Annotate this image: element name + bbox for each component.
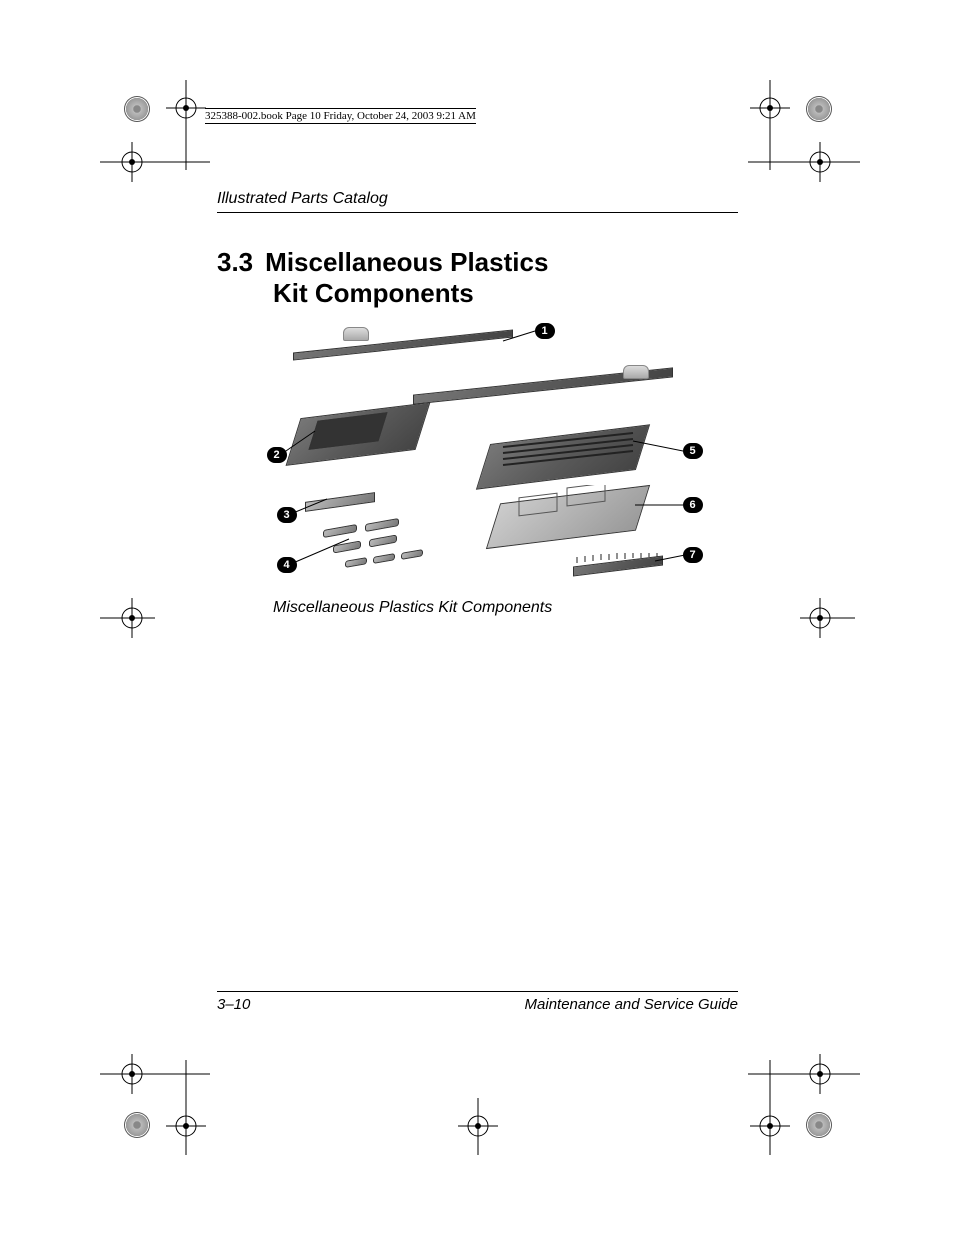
callout-4: 4	[277, 557, 297, 573]
callout-1: 1	[535, 323, 555, 339]
callout-3: 3	[277, 507, 297, 523]
callout-6: 6	[683, 497, 703, 513]
callout-7: 7	[683, 547, 703, 563]
figure-caption: Miscellaneous Plastics Kit Components	[273, 599, 738, 617]
doc-title: Maintenance and Service Guide	[525, 996, 738, 1013]
running-header: Illustrated Parts Catalog	[217, 190, 738, 213]
callout-5: 5	[683, 443, 703, 459]
section-title-line1: Miscellaneous Plastics	[265, 247, 548, 277]
page-content: Illustrated Parts Catalog 3.3 Miscellaneo…	[217, 190, 738, 1013]
leader-lines	[253, 323, 703, 587]
callout-2: 2	[267, 447, 287, 463]
section-heading: 3.3 Miscellaneous Plastics Kit Components	[217, 247, 738, 309]
page-number: 3–10	[217, 996, 250, 1013]
page-footer: 3–10 Maintenance and Service Guide	[217, 991, 738, 1013]
section-title-line2: Kit Components	[273, 278, 474, 308]
section-number: 3.3	[217, 247, 253, 278]
exploded-diagram: 1 2 3 4 5 6 7	[253, 323, 703, 587]
